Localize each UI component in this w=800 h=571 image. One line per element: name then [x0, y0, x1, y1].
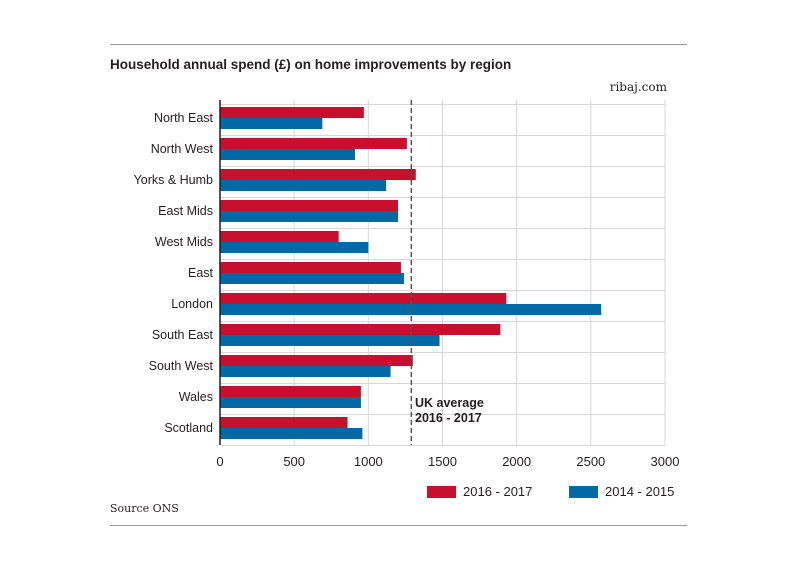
uk-average-line2: 2016 - 2017 [415, 411, 482, 425]
brand-label: ribaj.com [609, 80, 667, 94]
bar-2014-2015 [220, 273, 404, 284]
bar-2014-2015 [220, 242, 369, 253]
bar-2016-2017 [220, 231, 339, 242]
bar-2014-2015 [220, 335, 440, 346]
x-tick-label: 1000 [354, 454, 383, 469]
bar-2016-2017 [220, 293, 507, 304]
bar-2014-2015 [220, 397, 361, 408]
category-label: South East [152, 328, 214, 342]
bar-2014-2015 [220, 211, 398, 222]
uk-average-annotation: UK average 2016 - 2017 [415, 396, 484, 426]
x-tick-label: 2500 [576, 454, 605, 469]
chart-title: Household annual spend (£) on home impro… [110, 57, 512, 72]
bar-2014-2015 [220, 428, 363, 439]
x-tick-label: 0 [216, 454, 223, 469]
x-tick-label: 2000 [502, 454, 531, 469]
bar-2016-2017 [220, 262, 401, 273]
legend-label-2014: 2014 - 2015 [605, 484, 675, 499]
bar-2016-2017 [220, 386, 361, 397]
category-label: London [171, 297, 213, 311]
legend-swatch-2014 [569, 486, 598, 498]
x-tick-label: 1500 [428, 454, 457, 469]
category-label: Scotland [164, 421, 213, 435]
bar-2014-2015 [220, 118, 323, 129]
category-label: Yorks & Humb [134, 173, 213, 187]
bar-2016-2017 [220, 324, 501, 335]
top-rule [110, 44, 687, 45]
bar-2016-2017 [220, 355, 413, 366]
bar-2014-2015 [220, 366, 391, 377]
category-label: South West [149, 359, 214, 373]
legend-swatch-2016 [427, 486, 456, 498]
legend-label-2016: 2016 - 2017 [463, 484, 533, 499]
bar-2016-2017 [220, 417, 348, 428]
source-note: Source ONS [110, 502, 179, 515]
bar-2014-2015 [220, 149, 355, 160]
x-tick-label: 500 [283, 454, 305, 469]
category-label: East [188, 266, 214, 280]
uk-average-line1: UK average [415, 396, 484, 410]
bar-2014-2015 [220, 180, 387, 191]
category-label: North West [151, 142, 214, 156]
category-label: Wales [179, 390, 213, 404]
bar-2016-2017 [220, 107, 364, 118]
bar-2016-2017 [220, 169, 416, 180]
x-tick-label: 3000 [651, 454, 680, 469]
category-label: West Mids [155, 235, 213, 249]
bar-2016-2017 [220, 138, 407, 149]
category-label: North East [154, 111, 214, 125]
category-label: East Mids [158, 204, 213, 218]
bar-2016-2017 [220, 200, 398, 211]
bottom-rule [110, 525, 687, 526]
